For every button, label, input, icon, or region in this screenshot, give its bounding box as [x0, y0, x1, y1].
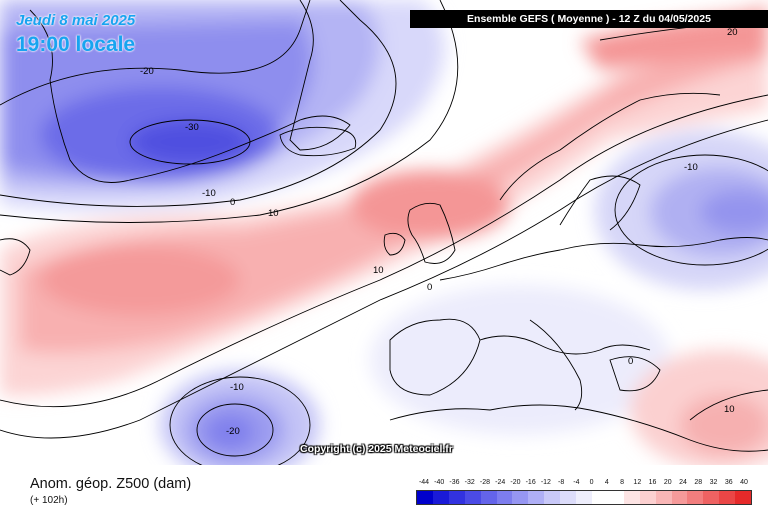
legend-swatch [448, 491, 465, 504]
z500-anomaly-map: -20 -30 -10 0 10 10 0 20 -10 -10 -20 0 1… [0, 0, 768, 465]
legend-swatch [464, 491, 481, 504]
legend-swatch [607, 491, 624, 504]
legend-tick-label: -40 [434, 479, 445, 486]
legend-tick-label: -44 [418, 479, 430, 486]
contour-label: 0 [230, 197, 235, 208]
legend-tick-label: 8 [620, 479, 625, 486]
legend-swatch [719, 491, 736, 504]
contour-label: 10 [724, 404, 735, 415]
contour-label: -10 [684, 162, 698, 173]
legend-tick-label: 0 [589, 479, 594, 486]
forecast-date: Jeudi 8 mai 2025 [16, 12, 136, 29]
legend-tick-label: -20 [510, 479, 521, 486]
legend-swatch [623, 491, 640, 504]
forecast-time: 19:00 locale [16, 33, 136, 56]
legend-swatch [576, 491, 592, 504]
legend-swatch [432, 491, 449, 504]
contour-label: -30 [185, 122, 199, 133]
legend-tick-label: 40 [740, 479, 748, 486]
legend-tick-label: 16 [648, 479, 657, 486]
copyright-notice: Copyright (c) 2025 Meteociel.fr [300, 443, 453, 455]
variable-title: Anom. géop. Z500 (dam) [30, 476, 192, 492]
legend-swatch [703, 491, 720, 504]
legend-tick-label: -16 [525, 479, 536, 486]
legend-tick-label: -8 [558, 479, 565, 486]
legend-tick-label: 36 [724, 479, 733, 486]
legend-labels: -44 -40 -36 -32 -28 -24 -20 -16 -12 -8 -4 0 4 8 12 16 20… [416, 479, 752, 489]
legend-swatch [735, 491, 752, 504]
legend-tick-label: -4 [573, 479, 580, 486]
contour-label: -10 [202, 188, 216, 199]
legend-swatch [480, 491, 497, 504]
legend-swatch [417, 491, 433, 504]
model-run-banner: Ensemble GEFS ( Moyenne ) - 12 Z du 04/0… [410, 10, 768, 28]
legend-tick-label: 4 [604, 479, 609, 486]
legend-swatch [655, 491, 672, 504]
contour-label: 0 [628, 356, 633, 367]
lead-time: (+ 102h) [30, 495, 68, 506]
contour-label: 20 [727, 27, 738, 38]
legend-tick-label: 28 [694, 479, 703, 486]
legend-tick-label: -12 [540, 479, 551, 486]
color-legend [416, 490, 752, 505]
legend-swatch [591, 491, 608, 504]
contour-label: -20 [226, 426, 240, 437]
legend-tick-label: -28 [479, 479, 490, 486]
legend-swatch [496, 491, 513, 504]
legend-swatch [544, 491, 561, 504]
contour-label: -20 [140, 66, 154, 77]
legend-tick-label: 20 [663, 479, 672, 486]
contour-label: 0 [427, 282, 432, 293]
legend-swatch [671, 491, 688, 504]
legend-swatch [687, 491, 704, 504]
contour-label: -10 [230, 382, 244, 393]
contour-label: 10 [268, 208, 279, 219]
legend-tick-label: -32 [464, 479, 475, 486]
legend-swatch [560, 491, 577, 504]
legend-tick-label: 12 [633, 479, 642, 486]
legend-tick-label: -36 [449, 479, 460, 486]
legend-swatch [639, 491, 656, 504]
contour-label: 10 [373, 265, 384, 276]
legend-tick-label: -24 [495, 479, 506, 486]
legend-swatch [528, 491, 545, 504]
legend-swatch [512, 491, 529, 504]
legend-tick-label: 24 [679, 479, 687, 486]
legend-tick-label: 32 [709, 479, 718, 486]
